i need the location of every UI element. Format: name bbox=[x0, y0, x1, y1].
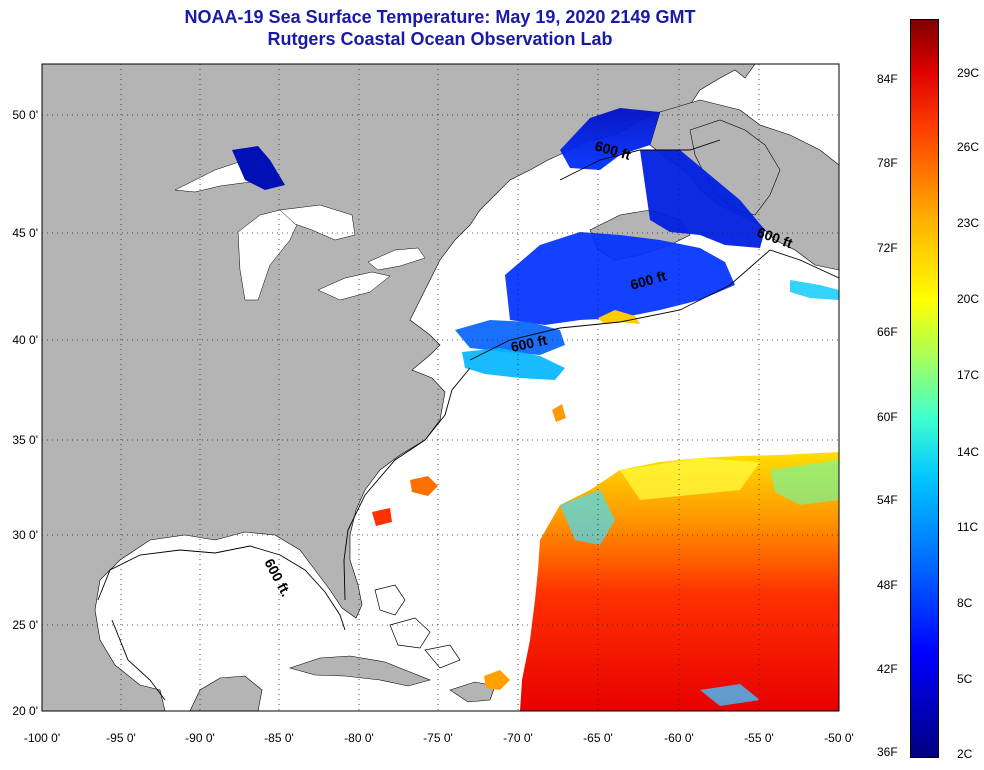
longitude-label: -55 0' bbox=[744, 731, 774, 745]
colorbar-celsius-label: 11C bbox=[957, 520, 979, 534]
colorbar-fahrenheit-label: 84F bbox=[877, 72, 898, 86]
latitude-label: 20 0' bbox=[12, 704, 38, 718]
colorbar-fahrenheit-label: 60F bbox=[877, 410, 898, 424]
colorbar-celsius-label: 2C bbox=[957, 747, 973, 761]
latitude-label: 25 0' bbox=[12, 618, 38, 632]
longitude-label: -85 0' bbox=[264, 731, 294, 745]
latitude-label: 45 0' bbox=[12, 226, 38, 240]
longitude-label: -95 0' bbox=[106, 731, 136, 745]
colorbar-celsius-label: 20C bbox=[957, 292, 980, 306]
colorbar-celsius-label: 14C bbox=[957, 445, 980, 459]
colorbar-fahrenheit-label: 78F bbox=[877, 156, 898, 170]
longitude-label: -60 0' bbox=[664, 731, 694, 745]
land-yucatan bbox=[189, 675, 263, 711]
longitude-label: -50 0' bbox=[824, 731, 854, 745]
map-subtitle: Rutgers Coastal Ocean Observation Lab bbox=[267, 29, 613, 49]
contour-label-georges-bank: 600 ft bbox=[509, 332, 548, 355]
colorbar-celsius-label: 5C bbox=[957, 672, 973, 686]
longitude-label: -90 0' bbox=[185, 731, 215, 745]
longitude-label: -75 0' bbox=[423, 731, 453, 745]
sst-cold-region bbox=[232, 108, 839, 380]
latitude-labels: 50 0' 45 0' 40 0' 35 0' 30 0' 25 0' 20 0' bbox=[12, 108, 38, 718]
colorbar-celsius-label: 8C bbox=[957, 596, 973, 610]
map-area bbox=[42, 64, 839, 711]
colorbar-fahrenheit-label: 54F bbox=[877, 493, 898, 507]
longitude-label: -70 0' bbox=[503, 731, 533, 745]
colorbar-fahrenheit-label: 36F bbox=[877, 745, 898, 759]
latitude-label: 40 0' bbox=[12, 333, 38, 347]
colorbar-celsius-label: 17C bbox=[957, 368, 980, 382]
colorbar-fahrenheit-label: 48F bbox=[877, 578, 898, 592]
land-cuba bbox=[288, 655, 431, 687]
colorbar-celsius-label: 23C bbox=[957, 216, 980, 230]
temperature-colorbar bbox=[910, 19, 939, 758]
colorbar-fahrenheit-label: 72F bbox=[877, 241, 898, 255]
latitude-label: 50 0' bbox=[12, 108, 38, 122]
latitude-label: 30 0' bbox=[12, 528, 38, 542]
colorbar-fahrenheit-label: 66F bbox=[877, 325, 898, 339]
longitude-label: -65 0' bbox=[583, 731, 613, 745]
sst-warm-region bbox=[372, 404, 839, 711]
longitude-label: -80 0' bbox=[344, 731, 374, 745]
land-hispaniola bbox=[449, 681, 496, 703]
colorbar-fahrenheit-label: 42F bbox=[877, 662, 898, 676]
map-title: NOAA-19 Sea Surface Temperature: May 19,… bbox=[184, 7, 696, 27]
colorbar-celsius-label: 29C bbox=[957, 66, 980, 80]
latitude-label: 35 0' bbox=[12, 433, 38, 447]
colorbar-celsius-label: 26C bbox=[957, 140, 980, 154]
longitude-label: -100 0' bbox=[24, 731, 60, 745]
depth-contour-600ft bbox=[97, 139, 839, 701]
bahamas-banks bbox=[374, 584, 461, 669]
map-frame bbox=[41, 63, 840, 712]
longitude-labels: -100 0' -95 0' -90 0' -85 0' -80 0' -75 0' -70… bbox=[24, 731, 854, 745]
